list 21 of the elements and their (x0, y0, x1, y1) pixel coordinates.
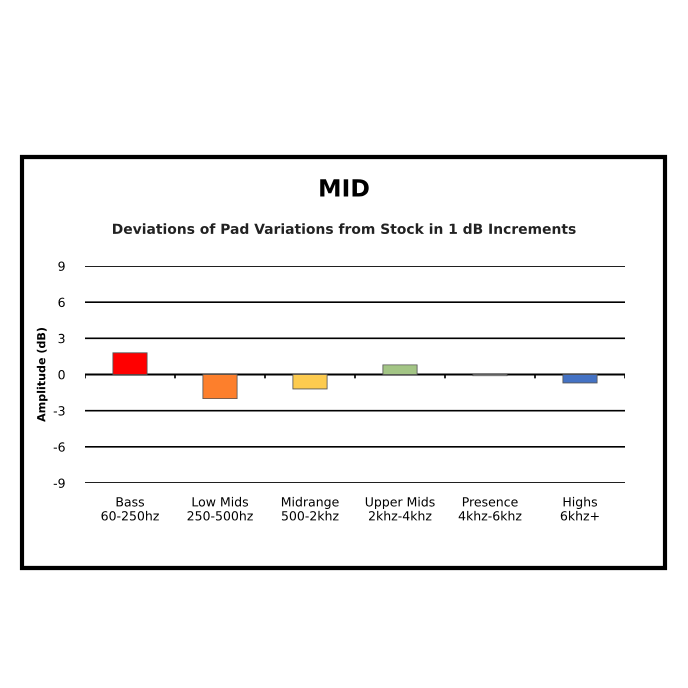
y-tick-label: 3 (58, 334, 65, 344)
x-tick-label: Bass 60-250hz (101, 497, 159, 521)
x-tick-label: Presence 4khz-6khz (458, 497, 522, 521)
y-tick-label: 6 (58, 298, 65, 308)
y-axis-title: Amplitude (dB) (36, 328, 48, 422)
chart-subtitle: Deviations of Pad Variations from Stock in 1 dB Increments (113, 223, 576, 234)
bar (562, 374, 598, 384)
y-tick-label: -9 (54, 478, 65, 488)
x-tick-label: Highs 6khz+ (560, 496, 599, 521)
bar (112, 352, 148, 375)
x-tick-label: Upper Mids 2khz-4khz (366, 496, 435, 520)
y-tick-label: -3 (54, 406, 65, 416)
x-tick-label: Midrange 500-2khz (282, 496, 339, 521)
y-tick-label: -6 (54, 442, 65, 452)
bar (292, 374, 328, 390)
bar (382, 364, 418, 375)
bar (202, 374, 238, 400)
y-tick-label: 0 (58, 370, 65, 380)
x-tick-label: Low Mids 250-500hz (188, 496, 253, 521)
y-tick-label: 9 (58, 261, 65, 271)
chart-title: MID (320, 179, 369, 197)
